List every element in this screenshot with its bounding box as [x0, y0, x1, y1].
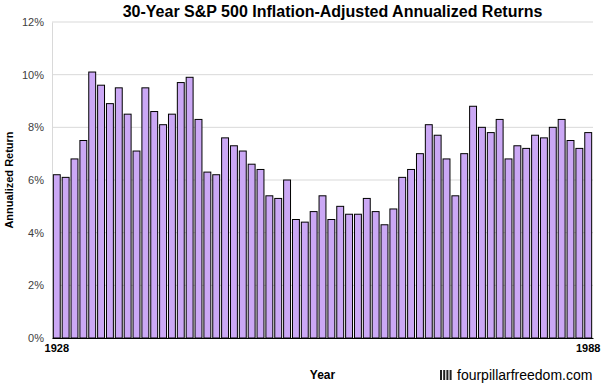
bar: [540, 138, 547, 338]
bar: [576, 148, 583, 338]
bar: [292, 220, 299, 339]
bar: [399, 177, 406, 338]
bar: [487, 133, 494, 338]
bar: [213, 175, 220, 338]
y-tick-label: 0%: [28, 332, 44, 344]
bar: [328, 220, 335, 339]
bar: [425, 125, 432, 338]
bar: [532, 135, 539, 338]
bar: [363, 198, 370, 338]
grid: [52, 22, 593, 338]
y-tick-label: 10%: [22, 69, 44, 81]
chart: 0% 2% 4% 6% 8% 10% 12% 1928 1988 30-Year S&P 500 …: [0, 0, 605, 386]
bar: [142, 88, 149, 338]
y-tick-label: 8%: [28, 121, 44, 133]
bar: [301, 222, 308, 338]
bar: [585, 133, 592, 338]
bar: [248, 164, 255, 338]
bar: [284, 180, 291, 338]
x-tick: 1928: [45, 342, 69, 354]
bar: [408, 169, 415, 338]
bar: [257, 169, 264, 338]
bar: [346, 214, 353, 338]
bar: [416, 154, 423, 338]
bar: [275, 198, 282, 338]
y-tick-label: 4%: [28, 227, 44, 239]
bar: [230, 146, 237, 338]
x-tick: 1988: [576, 342, 600, 354]
bar: [478, 127, 485, 338]
bar: [204, 172, 211, 338]
y-axis-title: Annualized Return: [3, 131, 15, 228]
x-axis-title: Year: [310, 368, 336, 382]
bar: [124, 114, 131, 338]
logo-pillar: [440, 370, 442, 380]
bar: [443, 159, 450, 338]
bar: [372, 212, 379, 338]
y-tick: 8%: [28, 121, 52, 133]
y-tick-label: 2%: [28, 279, 44, 291]
bar: [434, 135, 441, 338]
y-tick: 6%: [28, 174, 52, 186]
bar: [89, 72, 96, 338]
bar: [98, 85, 105, 338]
bar: [71, 159, 78, 338]
bar: [80, 141, 87, 339]
bars: [53, 72, 591, 338]
bar: [496, 119, 503, 338]
bar: [168, 114, 175, 338]
x-tick-label: 1988: [576, 342, 600, 354]
grid-line: [52, 22, 593, 23]
bar: [106, 104, 113, 338]
bar: [549, 127, 556, 338]
annotation: fourpillarfreedom.com: [457, 367, 592, 383]
y-tick: 4%: [28, 227, 52, 239]
logo-pillar: [443, 370, 445, 380]
bar: [160, 125, 167, 338]
bar: [354, 214, 361, 338]
bar: [390, 209, 397, 338]
title: 30-Year S&P 500 Inflation-Adjusted Annua…: [123, 3, 543, 20]
bar: [177, 83, 184, 338]
y-tick-label: 6%: [28, 174, 44, 186]
bar: [115, 88, 122, 338]
bar: [195, 119, 202, 338]
grid-line: [52, 127, 593, 128]
bar: [186, 77, 193, 338]
x-axis-line: [53, 338, 594, 339]
y-tick: 12%: [22, 16, 52, 28]
bar: [337, 206, 344, 338]
watermark: fourpillarfreedom.com: [440, 367, 592, 383]
bar: [151, 112, 158, 338]
bar: [133, 151, 140, 338]
bar: [523, 148, 530, 338]
logo-pillar: [446, 370, 448, 380]
bar: [53, 175, 60, 338]
bar: [514, 146, 521, 338]
bar: [222, 138, 229, 338]
y-tick: 2%: [28, 279, 52, 291]
x-axis: 1928 1988: [45, 339, 601, 354]
bar: [558, 119, 565, 338]
bar: [461, 154, 468, 338]
bar: [62, 177, 69, 338]
grid-line: [52, 74, 593, 75]
bar: [319, 196, 326, 338]
bar: [266, 196, 273, 338]
y-tick: 10%: [22, 69, 52, 81]
bar: [567, 141, 574, 339]
x-tick-label: 1928: [45, 342, 69, 354]
bar: [310, 212, 317, 338]
bar: [505, 159, 512, 338]
bar: [381, 225, 388, 338]
logo-pillar: [450, 370, 452, 380]
y-axis: 0% 2% 4% 6% 8% 10% 12%: [22, 16, 53, 344]
bar: [470, 106, 477, 338]
y-tick-label: 12%: [22, 16, 44, 28]
bar: [452, 196, 459, 338]
bar: [239, 151, 246, 338]
